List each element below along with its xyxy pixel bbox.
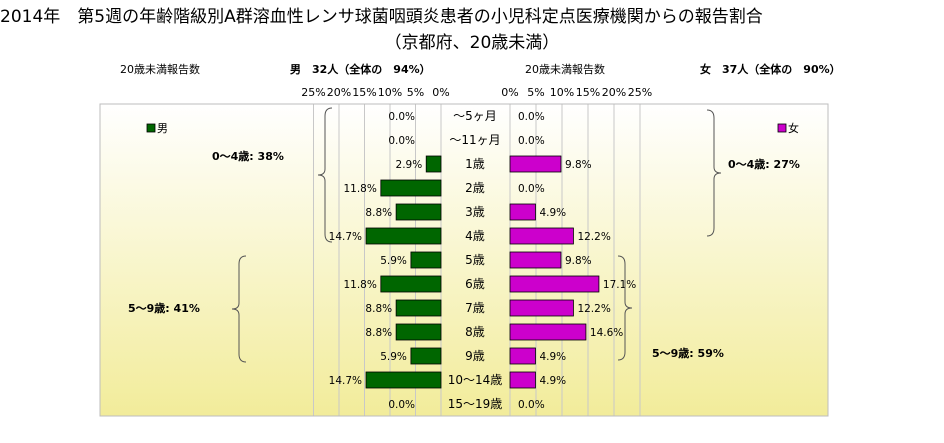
- tick-label-left: 15%: [352, 86, 376, 99]
- category-label: 6歳: [465, 277, 485, 291]
- tick-label-right: 10%: [550, 86, 574, 99]
- tick-label-right: 20%: [602, 86, 626, 99]
- female-header-label: 20歳未満報告数: [525, 63, 605, 76]
- tick-label-right: 25%: [628, 86, 652, 99]
- male-bar: [380, 275, 442, 293]
- male-data-label: 0.0%: [388, 111, 415, 123]
- annotation-male-5-9: 5～9歳: 41%: [128, 301, 200, 315]
- female-header-title: 女 37人（全体の 90%）: [700, 63, 841, 76]
- male-data-label: 5.9%: [380, 255, 407, 267]
- brace-male-5-9: [231, 255, 247, 363]
- category-label: 5歳: [465, 253, 485, 267]
- female-data-label: 0.0%: [518, 183, 545, 195]
- annotation-female-5-9: 5～9歳: 59%: [652, 346, 724, 360]
- plot-border: [99, 103, 829, 417]
- female-data-label: 4.9%: [539, 375, 566, 387]
- tick-label-left: 10%: [378, 86, 402, 99]
- female-bar: [509, 371, 536, 389]
- annotation-male-0-4: 0～4歳: 38%: [212, 149, 284, 163]
- female-data-label: 9.8%: [565, 255, 592, 267]
- male-data-label: 8.8%: [365, 207, 392, 219]
- tick-label-left: 0%: [432, 86, 449, 99]
- male-data-label: 11.8%: [343, 279, 376, 291]
- category-label: 15～19歳: [448, 397, 503, 411]
- brace-female-5-9: [617, 255, 633, 361]
- male-bar: [365, 371, 442, 389]
- female-bar: [509, 203, 536, 221]
- male-data-label: 8.8%: [365, 327, 392, 339]
- female-data-label: 9.8%: [565, 159, 592, 171]
- category-label: 10～14歳: [448, 373, 503, 387]
- legend-swatch-female: [777, 123, 787, 133]
- female-bar: [509, 227, 574, 245]
- chart-subtitle: （京都府、20歳未満）: [384, 33, 560, 53]
- male-bar: [410, 347, 442, 365]
- female-bar: [509, 155, 562, 173]
- male-data-label: 0.0%: [388, 135, 415, 147]
- male-header-label: 20歳未満報告数: [120, 63, 200, 76]
- tick-label-right: 15%: [576, 86, 600, 99]
- female-data-label: 17.1%: [603, 279, 636, 291]
- category-label: 1歳: [465, 157, 485, 171]
- plot-background: [100, 104, 828, 416]
- category-label: ～11ヶ月: [449, 133, 500, 147]
- male-bar: [395, 299, 442, 317]
- male-data-label: 5.9%: [380, 351, 407, 363]
- category-label: 4歳: [465, 229, 485, 243]
- male-data-label: 2.9%: [396, 159, 423, 171]
- category-label: 7歳: [465, 301, 485, 315]
- female-data-label: 0.0%: [518, 399, 545, 411]
- male-data-label: 8.8%: [365, 303, 392, 315]
- male-header-title: 男 32人（全体の 94%）: [290, 63, 431, 76]
- female-bar: [509, 323, 587, 341]
- female-data-label: 0.0%: [518, 135, 545, 147]
- legend-label-male: 男: [157, 122, 168, 135]
- female-bar: [509, 275, 600, 293]
- female-bar: [509, 299, 574, 317]
- annotation-female-0-4: 0～4歳: 27%: [728, 157, 800, 171]
- male-bar: [425, 155, 442, 173]
- tick-label-left: 25%: [301, 86, 325, 99]
- male-data-label: 11.8%: [343, 183, 376, 195]
- tick-label-left: 5%: [407, 86, 424, 99]
- chart-title: 2014年 第5週の年齢階級別A群溶血性レンサ球菌咽頭炎患者の小児科定点医療機関…: [0, 7, 763, 27]
- category-label: 3歳: [465, 205, 485, 219]
- tick-label-left: 20%: [327, 86, 351, 99]
- female-data-label: 4.9%: [539, 207, 566, 219]
- tick-label-right: 0%: [501, 86, 518, 99]
- category-label: 2歳: [465, 181, 485, 195]
- male-data-label: 14.7%: [329, 231, 362, 243]
- brace-male-0-4: [317, 107, 333, 243]
- male-bar: [395, 323, 442, 341]
- female-bar: [509, 251, 562, 269]
- female-data-label: 4.9%: [539, 351, 566, 363]
- category-label: ～5ヶ月: [453, 109, 497, 123]
- brace-female-0-4: [706, 109, 722, 237]
- male-data-label: 14.7%: [329, 375, 362, 387]
- male-bar: [365, 227, 442, 245]
- tick-label-right: 5%: [527, 86, 544, 99]
- female-data-label: 14.6%: [590, 327, 623, 339]
- male-bar: [380, 179, 442, 197]
- female-data-label: 0.0%: [518, 111, 545, 123]
- category-label: 8歳: [465, 325, 485, 339]
- legend-label-female: 女: [788, 121, 799, 135]
- male-data-label: 0.0%: [388, 399, 415, 411]
- legend-swatch-male: [146, 123, 156, 133]
- male-bar: [395, 203, 442, 221]
- female-data-label: 12.2%: [577, 231, 610, 243]
- category-label: 9歳: [465, 349, 485, 363]
- female-data-label: 12.2%: [577, 303, 610, 315]
- male-bar: [410, 251, 442, 269]
- female-bar: [509, 347, 536, 365]
